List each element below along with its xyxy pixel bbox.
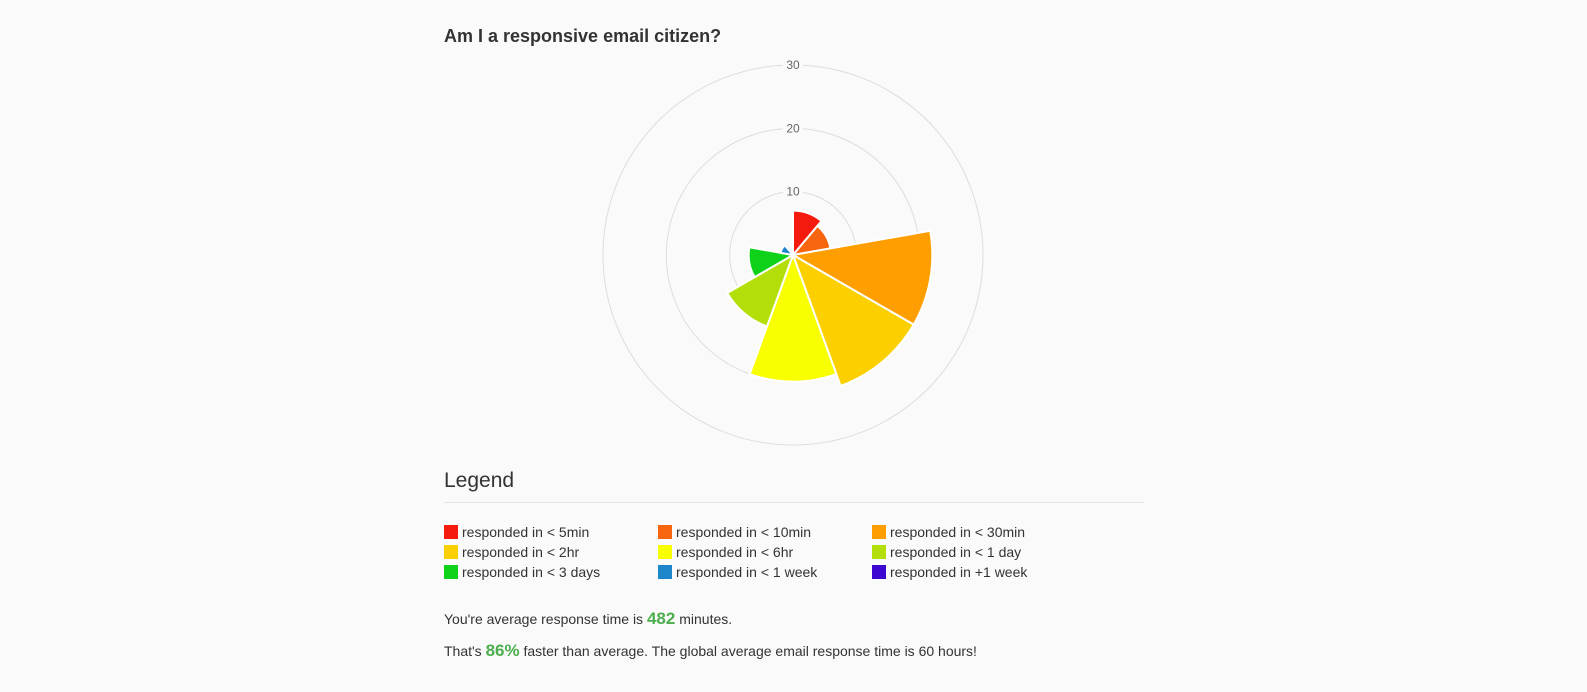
polar-slice[interactable] [790,229,934,327]
polar-slice[interactable] [725,252,795,328]
legend-label: responded in < 1 week [676,564,818,580]
polar-slice[interactable] [748,252,838,383]
page-title: Am I a responsive email citizen? [444,26,722,46]
polar-slice[interactable] [791,252,916,388]
tick-label-bg [783,58,803,71]
legend-swatch [658,565,672,579]
legend-label: responded in < 5min [462,524,590,540]
legend-swatch [444,565,458,579]
chart-slices [725,209,934,388]
legend-label: responded in +1 week [890,564,1028,580]
radial-tick-label: 30 [786,58,800,72]
radial-tick-label: 20 [786,121,800,135]
legend-item: responded in < 3 days [444,563,658,581]
radial-tick-label: 10 [786,185,800,199]
tick-label-bg [783,121,803,135]
legend-swatch [658,545,672,559]
avg-response-line: You're average response time is 482 minu… [444,609,732,629]
polar-slice[interactable] [792,209,823,258]
comparison-prefix: That's [444,643,486,659]
legend: responded in < 5min responded in < 10min… [444,523,1144,581]
comparison-line: That's 86% faster than average. The glob… [444,641,977,661]
tick-label-bg [783,184,803,198]
polar-slice[interactable] [779,243,796,257]
legend-item: responded in < 5min [444,523,658,541]
legend-title: Legend [444,469,515,492]
legend-item: responded in < 6hr [658,543,872,561]
faster-percent-value: 86% [485,641,520,660]
legend-label: responded in < 10min [676,524,812,540]
legend-label: responded in < 6hr [676,544,794,560]
legend-divider [444,502,1144,503]
legend-label: responded in < 1 day [890,544,1022,560]
legend-item: responded in +1 week [872,563,1086,581]
legend-swatch [444,545,458,559]
legend-swatch [872,545,886,559]
avg-response-value: 482 [646,609,676,628]
legend-item: responded in < 10min [658,523,872,541]
legend-label: responded in < 3 days [462,564,601,580]
legend-item: responded in < 30min [872,523,1086,541]
legend-item: responded in < 2hr [444,543,658,561]
legend-swatch [872,525,886,539]
legend-swatch [658,525,672,539]
legend-item: responded in < 1 week [658,563,872,581]
comparison-suffix: faster than average. The global average … [519,643,977,659]
chart-ticks: 10 20 30 [783,58,803,199]
legend-label: responded in < 2hr [462,544,580,560]
polar-slice[interactable] [747,246,796,279]
avg-response-prefix: You're average response time is [444,611,647,627]
legend-item: responded in < 1 day [872,543,1086,561]
legend-swatch [444,525,458,539]
legend-swatch [872,565,886,579]
legend-label: responded in < 30min [890,524,1026,540]
avg-response-suffix: minutes. [675,611,733,627]
polar-area-chart: 10 20 30 [602,58,984,446]
